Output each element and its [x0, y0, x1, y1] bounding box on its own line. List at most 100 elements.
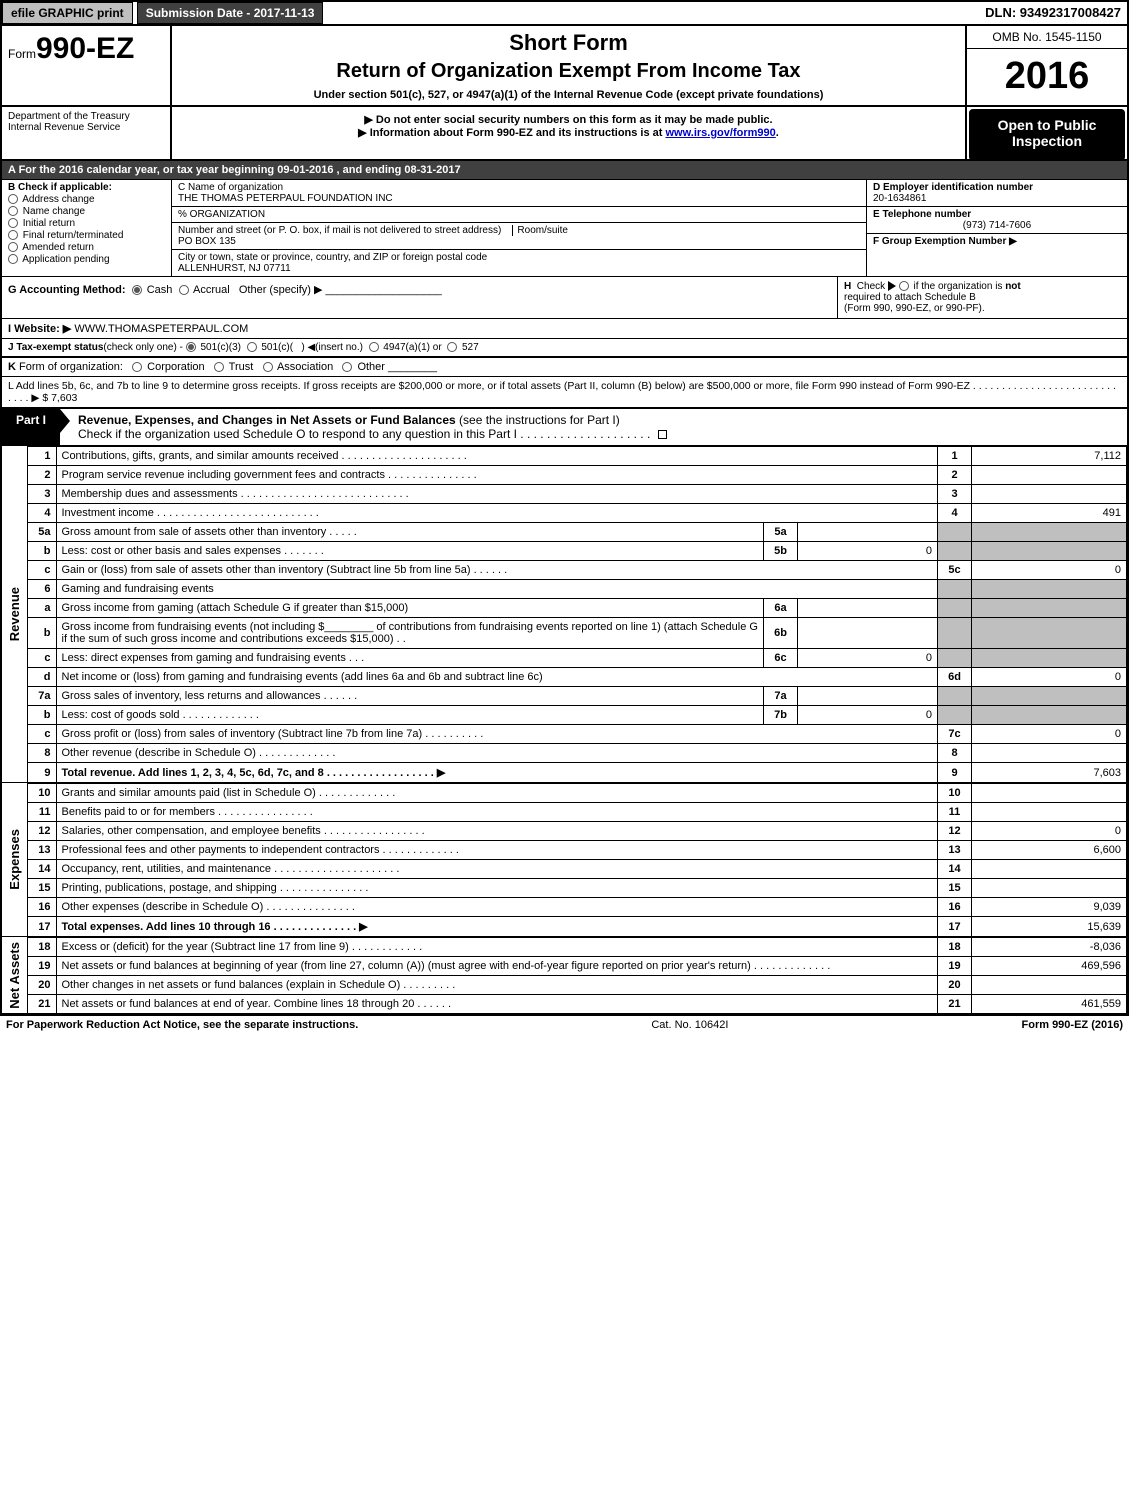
line-1-rno: 1: [938, 447, 972, 466]
line-6b-inval: [798, 618, 938, 649]
line-20-val: [972, 976, 1127, 995]
efile-print-button[interactable]: efile GRAPHIC print: [2, 2, 133, 24]
line-5a-no: 5a: [28, 523, 56, 542]
other-org-radio[interactable]: [342, 362, 352, 372]
line-18-val: -8,036: [972, 938, 1127, 957]
line-6-grey: [938, 580, 972, 599]
telephone-label: E Telephone number: [873, 209, 971, 220]
gh-row: G Accounting Method: Cash Accrual Other …: [2, 277, 1127, 319]
line-10-rno: 10: [938, 784, 972, 803]
org-name-label: C Name of organization: [178, 182, 283, 193]
line-16-rno: 16: [938, 898, 972, 917]
part-1-check-line: Check if the organization used Schedule …: [78, 427, 650, 441]
address-change-radio[interactable]: [8, 194, 18, 204]
cash-radio[interactable]: [132, 285, 142, 295]
line-19-rno: 19: [938, 957, 972, 976]
section-k: K Form of organization: Corporation Trus…: [2, 358, 1127, 377]
line-19-no: 19: [28, 957, 56, 976]
line-5a-grey: [938, 523, 972, 542]
line-12-desc: Salaries, other compensation, and employ…: [56, 822, 938, 841]
trust-radio[interactable]: [214, 362, 224, 372]
line-4-rno: 4: [938, 504, 972, 523]
line-17-val: 15,639: [972, 917, 1127, 937]
name-change-radio[interactable]: [8, 206, 18, 216]
part-1-header: Part I Revenue, Expenses, and Changes in…: [2, 409, 1127, 446]
line-a: A For the 2016 calendar year, or tax yea…: [2, 161, 1127, 180]
dept-treasury: Department of the Treasury: [8, 111, 164, 122]
part-1-title-rest: (see the instructions for Part I): [456, 413, 620, 427]
line-7c-desc: Gross profit or (loss) from sales of inv…: [56, 725, 938, 744]
line-6-desc: Gaming and fundraising events: [56, 580, 938, 599]
netassets-section: Net Assets 18Excess or (deficit) for the…: [2, 937, 1127, 1014]
revenue-table: 1Contributions, gifts, grants, and simil…: [28, 446, 1127, 783]
form-number: 990-EZ: [36, 32, 134, 65]
line-6d-no: d: [28, 668, 56, 687]
cash-label: Cash: [147, 284, 173, 296]
assoc-radio[interactable]: [263, 362, 273, 372]
line-10-no: 10: [28, 784, 56, 803]
telephone-value: (973) 714-7606: [873, 220, 1121, 231]
website-value: WWW.THOMASPETERPAUL.COM: [74, 323, 248, 335]
ein-label: D Employer identification number: [873, 182, 1033, 193]
line-7a-inno: 7a: [764, 687, 798, 706]
schedule-b-radio[interactable]: [899, 281, 909, 291]
accrual-label: Accrual: [193, 284, 230, 296]
part-1-title-bold: Revenue, Expenses, and Changes in Net As…: [78, 413, 456, 427]
501c-radio[interactable]: [247, 342, 257, 352]
submission-date-button[interactable]: Submission Date - 2017-11-13: [137, 2, 324, 24]
line-15-val: [972, 879, 1127, 898]
4947-radio[interactable]: [369, 342, 379, 352]
room-suite-label: Room/suite: [512, 225, 568, 236]
line-11-rno: 11: [938, 803, 972, 822]
line-19-desc: Net assets or fund balances at beginning…: [56, 957, 938, 976]
amended-return-radio[interactable]: [8, 242, 18, 252]
line-6c-inval: 0: [798, 649, 938, 668]
instruction-2-pre: ▶ Information about Form 990-EZ and its …: [358, 127, 665, 139]
line-2-no: 2: [28, 466, 56, 485]
line-20-desc: Other changes in net assets or fund bala…: [56, 976, 938, 995]
line-6c-grey: [938, 649, 972, 668]
accounting-method-label: G Accounting Method:: [8, 284, 126, 296]
title-cell: Short Form Return of Organization Exempt…: [172, 26, 967, 105]
section-b-label: B Check if applicable:: [8, 182, 112, 193]
line-13-no: 13: [28, 841, 56, 860]
line-7a-grey: [938, 687, 972, 706]
irs-link[interactable]: www.irs.gov/form990: [666, 127, 776, 139]
amended-return-label: Amended return: [22, 242, 94, 253]
line-21-no: 21: [28, 995, 56, 1014]
netassets-table: 18Excess or (deficit) for the year (Subt…: [28, 937, 1127, 1014]
irs-label: Internal Revenue Service: [8, 122, 164, 133]
line-7b-inval: 0: [798, 706, 938, 725]
accrual-radio[interactable]: [179, 285, 189, 295]
line-2-desc: Program service revenue including govern…: [56, 466, 938, 485]
initial-return-radio[interactable]: [8, 218, 18, 228]
dln-label: DLN: 93492317008427: [979, 2, 1127, 24]
line-8-desc: Other revenue (describe in Schedule O) .…: [56, 744, 938, 763]
line-7b-grey2: [972, 706, 1127, 725]
line-6-grey2: [972, 580, 1127, 599]
line-10-desc: Grants and similar amounts paid (list in…: [56, 784, 938, 803]
line-7a-grey2: [972, 687, 1127, 706]
initial-return-label: Initial return: [23, 218, 75, 229]
527-radio[interactable]: [447, 342, 457, 352]
section-b: B Check if applicable: Address change Na…: [2, 180, 172, 276]
final-return-radio[interactable]: [8, 230, 18, 240]
line-7b-inno: 7b: [764, 706, 798, 725]
501c3-radio[interactable]: [186, 342, 196, 352]
part-1-tag: Part I: [2, 409, 60, 445]
corp-radio[interactable]: [132, 362, 142, 372]
revenue-sidelabel: Revenue: [7, 587, 22, 641]
line-13-desc: Professional fees and other payments to …: [56, 841, 938, 860]
line-2-val: [972, 466, 1127, 485]
header-row-2: Department of the Treasury Internal Reve…: [2, 107, 1127, 161]
line-6c-desc: Less: direct expenses from gaming and fu…: [56, 649, 764, 668]
line-15-no: 15: [28, 879, 56, 898]
line-1-no: 1: [28, 447, 56, 466]
gross-receipts-value: 7,603: [51, 392, 77, 404]
section-j: J Tax-exempt status(check only one) - 50…: [2, 339, 1127, 358]
app-pending-radio[interactable]: [8, 254, 18, 264]
group-exemption-label: F Group Exemption Number ▶: [873, 236, 1017, 247]
schedule-o-checkbox[interactable]: [658, 430, 667, 439]
line-8-no: 8: [28, 744, 56, 763]
line-4-val: 491: [972, 504, 1127, 523]
